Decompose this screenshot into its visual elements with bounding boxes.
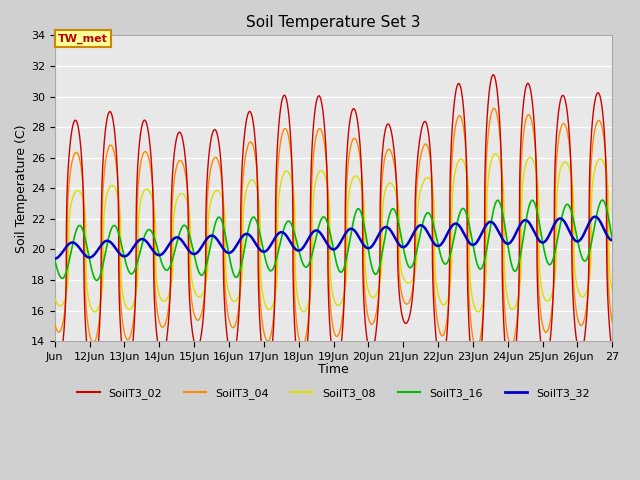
Legend: SoilT3_02, SoilT3_04, SoilT3_08, SoilT3_16, SoilT3_32: SoilT3_02, SoilT3_04, SoilT3_08, SoilT3_… bbox=[73, 383, 594, 403]
SoilT3_08 bbox=[405, 280, 413, 286]
SoilT3_04 bbox=[609, 320, 616, 326]
SoilT3_04 bbox=[454, 114, 462, 120]
SoilT3_02 bbox=[490, 72, 497, 78]
SoilT3_16 bbox=[603, 205, 611, 211]
SoilT3_02 bbox=[603, 192, 611, 198]
SoilT3_32 bbox=[609, 238, 616, 243]
SoilT3_16 bbox=[524, 211, 531, 217]
SoilT3_32 bbox=[591, 214, 599, 219]
SoilT3_08 bbox=[454, 159, 462, 165]
SoilT3_08 bbox=[603, 171, 611, 177]
SoilT3_32 bbox=[490, 221, 497, 227]
Title: Soil Temperature Set 3: Soil Temperature Set 3 bbox=[246, 15, 420, 30]
SoilT3_08 bbox=[492, 151, 499, 157]
SoilT3_04 bbox=[473, 345, 481, 351]
SoilT3_08 bbox=[91, 309, 99, 315]
SoilT3_02 bbox=[51, 352, 59, 358]
Y-axis label: Soil Temperature (C): Soil Temperature (C) bbox=[15, 124, 28, 252]
SoilT3_32 bbox=[165, 242, 173, 248]
SoilT3_02 bbox=[472, 378, 480, 384]
SoilT3_02 bbox=[454, 81, 462, 87]
SoilT3_08 bbox=[165, 291, 173, 297]
Line: SoilT3_16: SoilT3_16 bbox=[55, 200, 612, 280]
SoilT3_16 bbox=[609, 237, 616, 243]
SoilT3_16 bbox=[598, 197, 606, 203]
SoilT3_16 bbox=[454, 216, 462, 221]
SoilT3_02 bbox=[490, 72, 498, 78]
SoilT3_16 bbox=[51, 257, 59, 263]
Line: SoilT3_04: SoilT3_04 bbox=[55, 108, 612, 348]
SoilT3_32 bbox=[51, 256, 59, 262]
SoilT3_02 bbox=[524, 81, 531, 86]
SoilT3_32 bbox=[454, 222, 462, 228]
Line: SoilT3_32: SoilT3_32 bbox=[55, 216, 612, 259]
Line: SoilT3_02: SoilT3_02 bbox=[55, 75, 612, 381]
SoilT3_02 bbox=[609, 350, 616, 356]
SoilT3_08 bbox=[609, 288, 616, 294]
SoilT3_04 bbox=[524, 113, 531, 119]
SoilT3_32 bbox=[405, 239, 413, 245]
SoilT3_04 bbox=[165, 303, 173, 309]
SoilT3_16 bbox=[93, 277, 100, 283]
SoilT3_08 bbox=[490, 152, 498, 158]
SoilT3_04 bbox=[490, 106, 498, 111]
SoilT3_32 bbox=[602, 231, 610, 237]
SoilT3_02 bbox=[405, 315, 413, 321]
SoilT3_16 bbox=[405, 264, 413, 270]
SoilT3_04 bbox=[603, 167, 611, 173]
SoilT3_04 bbox=[51, 321, 59, 327]
SoilT3_08 bbox=[51, 295, 59, 300]
SoilT3_16 bbox=[165, 265, 173, 271]
SoilT3_16 bbox=[490, 206, 498, 212]
SoilT3_08 bbox=[524, 157, 531, 163]
X-axis label: Time: Time bbox=[318, 363, 349, 376]
Text: TW_met: TW_met bbox=[58, 34, 108, 44]
SoilT3_04 bbox=[405, 300, 413, 305]
SoilT3_32 bbox=[524, 218, 531, 224]
SoilT3_04 bbox=[490, 106, 498, 111]
Line: SoilT3_08: SoilT3_08 bbox=[55, 154, 612, 312]
SoilT3_02 bbox=[165, 313, 173, 319]
